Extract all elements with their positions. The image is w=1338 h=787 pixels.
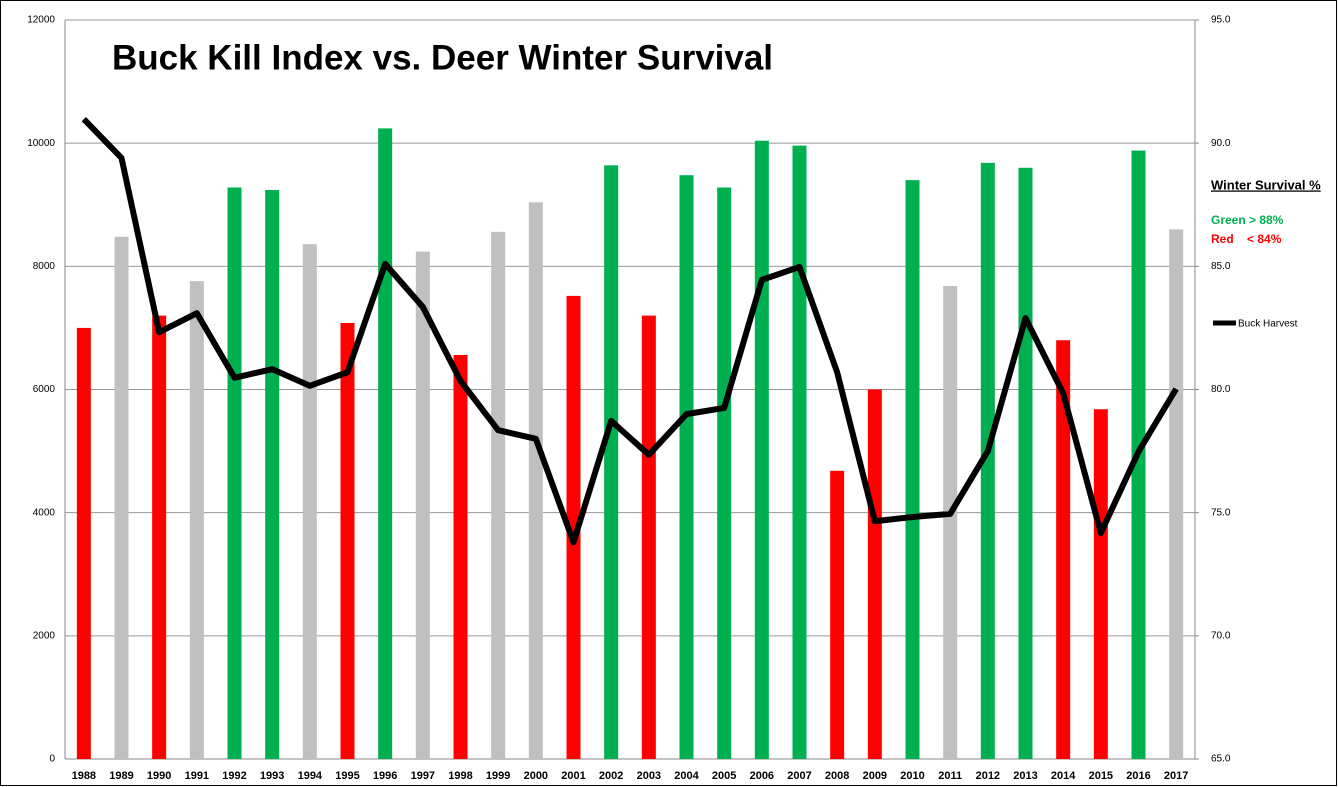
x-tick-label: 1995 bbox=[335, 770, 359, 782]
chart-title: Buck Kill Index vs. Deer Winter Survival bbox=[112, 38, 773, 77]
bar bbox=[830, 470, 845, 759]
legend-label: Buck Harvest bbox=[1238, 319, 1298, 330]
bar bbox=[867, 389, 882, 759]
bar bbox=[566, 295, 581, 759]
bar bbox=[528, 202, 543, 759]
annotation: Red < 84% bbox=[1211, 232, 1282, 246]
bar bbox=[717, 187, 732, 760]
x-tick-label: 2017 bbox=[1164, 770, 1188, 782]
bar bbox=[754, 140, 769, 759]
x-tick-label: 2008 bbox=[825, 770, 849, 782]
bar bbox=[679, 175, 694, 759]
y-tick-label: 6000 bbox=[33, 384, 56, 395]
x-tick-label: 2006 bbox=[750, 770, 774, 782]
bar bbox=[227, 187, 242, 760]
x-tick-label: 1993 bbox=[260, 770, 284, 782]
x-tick-label: 2011 bbox=[938, 770, 962, 782]
x-tick-label: 1989 bbox=[109, 770, 133, 782]
y-tick-label: 0 bbox=[49, 754, 55, 765]
bar bbox=[265, 189, 280, 760]
y2-tick-label: 85.0 bbox=[1211, 261, 1231, 272]
x-tick-label: 2010 bbox=[900, 770, 924, 782]
bar bbox=[302, 244, 317, 759]
y-tick-label: 2000 bbox=[33, 630, 56, 641]
x-tick-label: 1998 bbox=[448, 770, 472, 782]
bar bbox=[604, 165, 619, 759]
bar bbox=[453, 355, 468, 759]
x-tick-label: 1996 bbox=[373, 770, 397, 782]
legend-heading: Winter Survival % bbox=[1211, 177, 1321, 192]
x-tick-label: 2005 bbox=[712, 770, 736, 782]
bar bbox=[792, 145, 807, 759]
x-tick-label: 2009 bbox=[863, 770, 887, 782]
x-tick-label: 2016 bbox=[1126, 770, 1150, 782]
x-tick-label: 1992 bbox=[222, 770, 246, 782]
x-tick-label: 1994 bbox=[298, 770, 323, 782]
bar bbox=[1018, 167, 1033, 760]
bar bbox=[641, 315, 656, 759]
bar bbox=[378, 128, 393, 760]
bar bbox=[491, 231, 506, 759]
x-tick-label: 2013 bbox=[1013, 770, 1037, 782]
x-tick-label: 1991 bbox=[185, 770, 209, 782]
bar bbox=[152, 315, 167, 759]
y-tick-label: 12000 bbox=[27, 15, 55, 26]
x-tick-label: 1988 bbox=[72, 770, 96, 782]
bar bbox=[1093, 409, 1108, 759]
bar bbox=[1169, 229, 1184, 760]
y2-tick-label: 90.0 bbox=[1211, 138, 1231, 149]
annotation: Green > 88% bbox=[1211, 213, 1284, 227]
bar bbox=[980, 162, 995, 759]
x-tick-label: 2003 bbox=[637, 770, 661, 782]
y2-tick-label: 80.0 bbox=[1211, 384, 1231, 395]
y2-tick-label: 65.0 bbox=[1211, 754, 1231, 765]
bar bbox=[415, 251, 430, 759]
bar bbox=[1056, 340, 1071, 759]
x-tick-label: 2012 bbox=[976, 770, 1000, 782]
x-tick-label: 2001 bbox=[561, 770, 585, 782]
y2-tick-label: 95.0 bbox=[1211, 15, 1231, 26]
y-tick-label: 8000 bbox=[33, 261, 56, 272]
line bbox=[81, 117, 1179, 546]
x-tick-label: 1999 bbox=[486, 770, 510, 782]
y2-tick-label: 75.0 bbox=[1211, 507, 1231, 518]
x-tick-label: 2000 bbox=[524, 770, 548, 782]
bar bbox=[114, 236, 129, 760]
x-tick-label: 2014 bbox=[1051, 770, 1076, 782]
bar bbox=[340, 322, 355, 759]
x-tick-label: 2015 bbox=[1089, 770, 1113, 782]
y2-tick-label: 70.0 bbox=[1211, 630, 1231, 641]
x-tick-label: 1990 bbox=[147, 770, 171, 782]
y-tick-label: 10000 bbox=[27, 138, 55, 149]
bar bbox=[76, 327, 91, 759]
x-tick-label: 2002 bbox=[599, 770, 623, 782]
y-tick-label: 4000 bbox=[33, 507, 56, 518]
x-tick-label: 1997 bbox=[411, 770, 435, 782]
bar bbox=[943, 286, 958, 759]
bar bbox=[905, 180, 920, 759]
bar bbox=[189, 281, 204, 759]
x-tick-label: 2007 bbox=[787, 770, 811, 782]
x-tick-label: 2004 bbox=[674, 770, 699, 782]
